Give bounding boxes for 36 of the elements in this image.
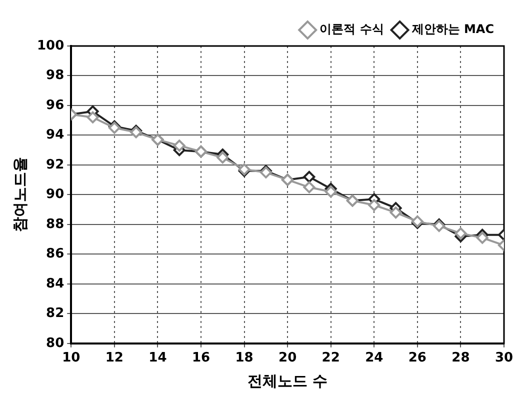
y-tick-label: 86 [46, 246, 64, 262]
legend-label: 제안하는 MAC [410, 22, 494, 36]
y-tick-label: 96 [46, 98, 64, 113]
point [86, 111, 99, 124]
x-tick-label: 16 [192, 350, 210, 366]
x-tick-label: 24 [365, 350, 384, 366]
point [324, 186, 337, 198]
y-tick-label: 100 [36, 38, 64, 54]
x-tick-label: 26 [408, 350, 426, 366]
x-tick-label: 20 [278, 350, 297, 366]
x-tick-label: 12 [105, 350, 124, 366]
point [454, 227, 467, 240]
x-tick-label: 10 [62, 350, 80, 366]
point [216, 152, 229, 164]
point [368, 199, 380, 212]
y-tick-label: 98 [46, 68, 64, 84]
y-tick-label: 90 [46, 187, 64, 202]
point [390, 206, 402, 219]
y-axis-title: 참여노드율 [10, 157, 29, 232]
point [173, 140, 186, 152]
x-axis-title: 전체노드 수 [247, 372, 328, 390]
point [303, 181, 316, 194]
point [303, 170, 316, 183]
legend-label: 이론적 수식 [320, 22, 384, 36]
x-tick-label: 18 [235, 350, 254, 366]
y-tick-label: 94 [46, 128, 64, 143]
y-tick-label: 82 [46, 306, 64, 322]
point [476, 232, 488, 244]
y-tick-label: 80 [46, 336, 64, 351]
y-tick-label: 88 [46, 216, 64, 232]
y-tick-label: 92 [46, 157, 64, 172]
x-tick-label: 22 [322, 350, 340, 366]
x-tick-label: 14 [148, 350, 167, 366]
x-tick-label: 30 [494, 350, 514, 366]
x-tick-label: 28 [452, 350, 470, 366]
y-tick-label: 84 [46, 276, 64, 292]
